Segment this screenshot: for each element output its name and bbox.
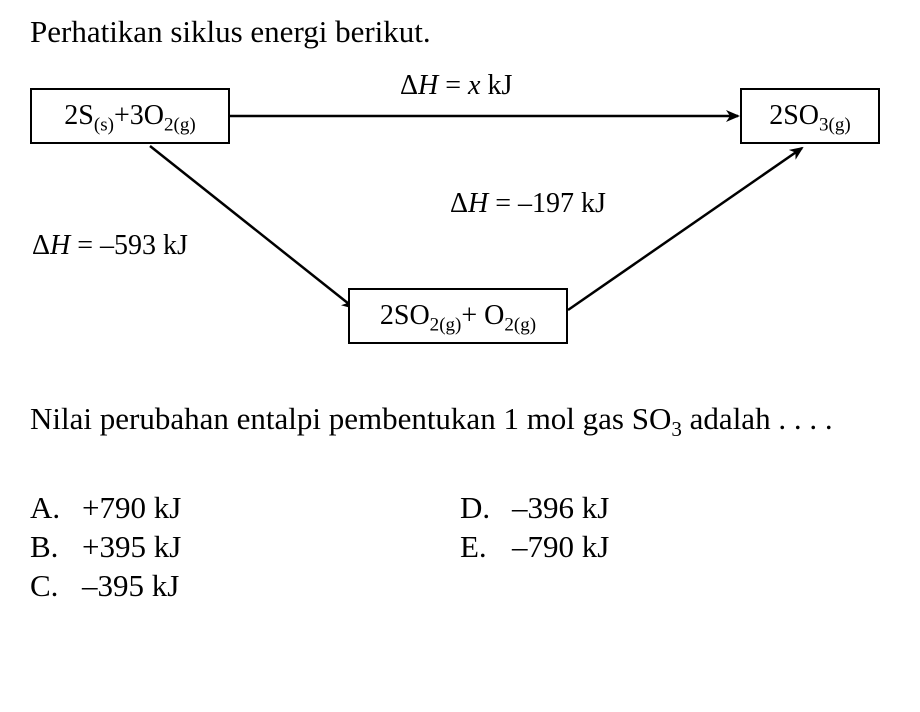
edge-left-down [150, 146, 354, 308]
answer-options: A. +790 kJ D. –396 kJ B. +395 kJ E. –790… [30, 490, 890, 607]
option-letter: D. [460, 490, 512, 526]
option-value: +395 kJ [82, 529, 181, 565]
option-letter: B. [30, 529, 82, 565]
node-right-label: 2SO3(g) [769, 100, 851, 131]
option-letter: C. [30, 568, 82, 604]
option-c: C. –395 kJ [30, 568, 460, 604]
node-reactants-left: 2S(s)+3O2(g) [30, 88, 230, 144]
page-title: Perhatikan siklus energi berikut. [30, 14, 431, 50]
energy-cycle-diagram: 2S(s)+3O2(g) 2SO3(g) 2SO2(g)+ O2(g) ΔH =… [20, 70, 900, 380]
option-a: A. +790 kJ [30, 490, 460, 526]
edge-right-up [568, 148, 802, 310]
question-text: Nilai perubahan entalpi pembentukan 1 mo… [30, 398, 890, 440]
option-letter: A. [30, 490, 82, 526]
edge-top-label: ΔH = x kJ [400, 70, 512, 102]
option-value: –395 kJ [82, 568, 179, 604]
option-d: D. –396 kJ [460, 490, 609, 526]
edge-rightup-label: ΔH = –197 kJ [450, 188, 606, 220]
edge-leftdown-label: ΔH = –593 kJ [32, 230, 188, 262]
option-value: +790 kJ [82, 490, 181, 526]
node-intermediate-bottom: 2SO2(g)+ O2(g) [348, 288, 568, 344]
option-letter: E. [460, 529, 512, 565]
option-value: –396 kJ [512, 490, 609, 526]
option-e: E. –790 kJ [460, 529, 609, 565]
option-value: –790 kJ [512, 529, 609, 565]
node-left-label: 2S(s)+3O2(g) [64, 100, 195, 131]
option-b: B. +395 kJ [30, 529, 460, 565]
node-bottom-label: 2SO2(g)+ O2(g) [380, 300, 536, 331]
node-product-right: 2SO3(g) [740, 88, 880, 144]
